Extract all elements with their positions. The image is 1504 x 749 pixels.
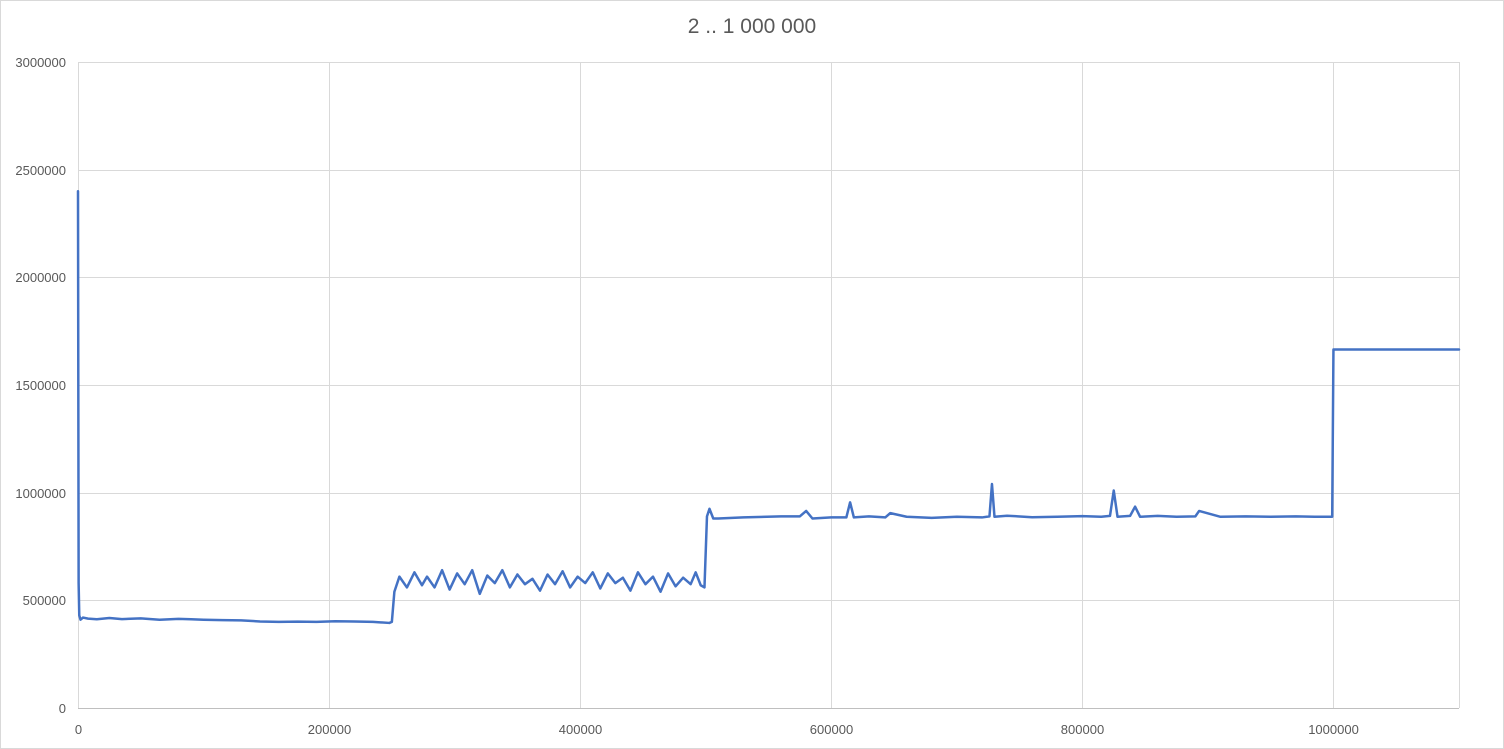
y-tick-label: 2000000	[15, 270, 66, 285]
x-tick-label: 1000000	[1308, 722, 1359, 737]
y-tick-label: 1500000	[15, 378, 66, 393]
y-tick-label: 1000000	[15, 486, 66, 501]
x-tick-label: 200000	[308, 722, 351, 737]
y-tick-label: 0	[59, 701, 66, 716]
x-tick-label: 800000	[1061, 722, 1104, 737]
series-line	[76, 189, 1461, 625]
y-tick-label: 2500000	[15, 163, 66, 178]
x-tick-label: 0	[75, 722, 82, 737]
x-tick-label: 400000	[559, 722, 602, 737]
y-tick-label: 500000	[23, 593, 66, 608]
x-tick-label: 600000	[810, 722, 853, 737]
chart-title: 2 .. 1 000 000	[687, 15, 817, 38]
y-tick-label: 3000000	[15, 55, 66, 70]
